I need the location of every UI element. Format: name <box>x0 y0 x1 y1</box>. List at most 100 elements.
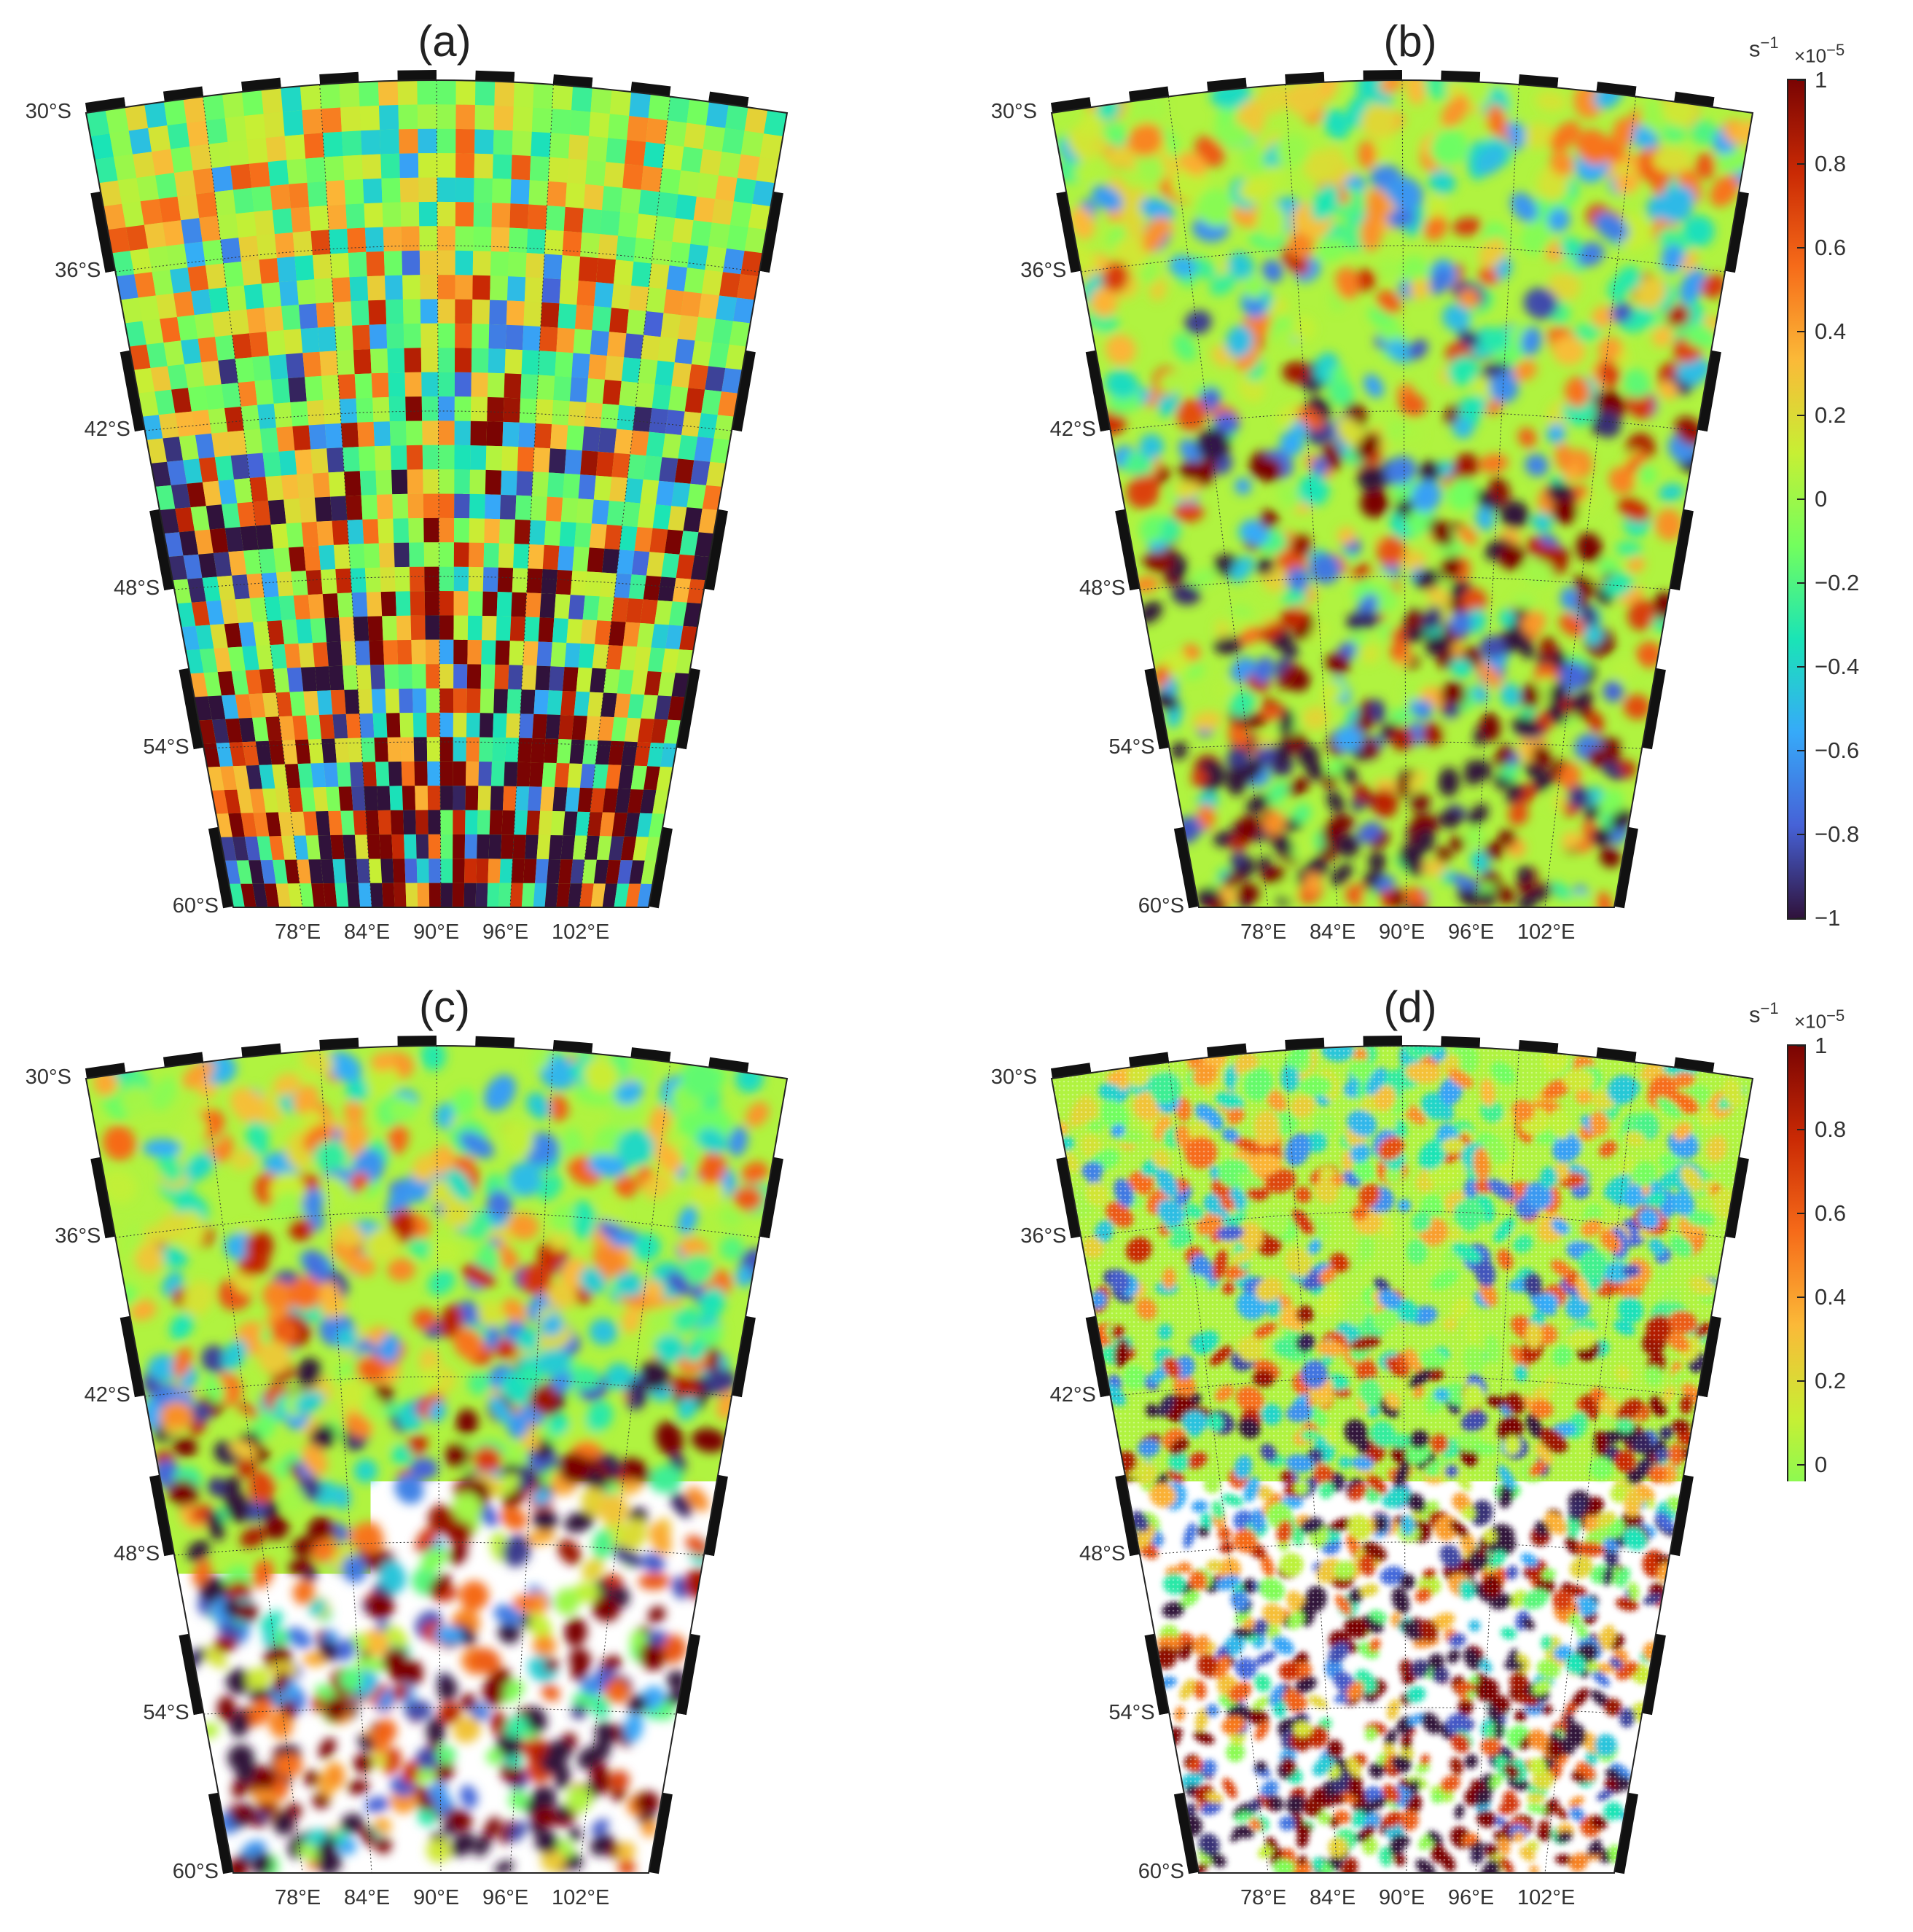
lat-label: 60°S <box>124 1860 219 1884</box>
lat-label: 42°S <box>1001 1383 1096 1407</box>
map-b <box>966 0 1913 962</box>
colorbar-tick-label: −0.2 <box>1815 1536 1859 1562</box>
lon-label: 102°E <box>552 920 609 945</box>
lon-label: 78°E <box>1240 920 1286 945</box>
colorbar-tickmark <box>1797 1799 1804 1801</box>
colorbar-tickmark <box>1797 750 1804 751</box>
lat-label: 30°S <box>0 100 71 124</box>
colorbar-tickmark <box>1797 1464 1804 1466</box>
map-d <box>966 966 1913 1928</box>
lat-label: 54°S <box>95 1701 189 1725</box>
colorbar-tickmark <box>1797 918 1804 919</box>
lat-label: 36°S <box>6 259 101 283</box>
colorbar-tickmark <box>1797 1045 1804 1047</box>
lon-label: 96°E <box>482 1886 528 1910</box>
colorbar-tick-label: 0.8 <box>1815 1116 1846 1143</box>
lat-label: 30°S <box>942 100 1037 124</box>
lon-label: 90°E <box>1379 920 1425 945</box>
lat-label: 48°S <box>65 576 160 601</box>
lat-label: 60°S <box>1089 894 1184 918</box>
lat-label: 54°S <box>1060 735 1155 759</box>
lon-label: 90°E <box>413 1886 459 1910</box>
lat-label: 54°S <box>1060 1701 1155 1725</box>
colorbar-tick-label: −0.6 <box>1815 738 1859 764</box>
colorbar-tickmark <box>1797 331 1804 332</box>
lon-label: 102°E <box>552 1886 609 1910</box>
map-field <box>1052 55 1767 920</box>
lon-label: 90°E <box>1379 1886 1425 1910</box>
colorbar-multiplier: ×10−5 <box>1794 1006 1844 1033</box>
colorbar-unit: s−1 <box>1749 999 1779 1028</box>
colorbar-tick-label: −0.8 <box>1815 821 1859 848</box>
panel-d: (d) 30°S 36°S 42°S 48°S 54°S 60°S 78°E 84°E 90°E… <box>966 966 1913 1928</box>
colorbar-unit-base: s <box>1749 36 1761 61</box>
panel-b: (b) 30°S 36°S 42°S 48°S 54°S 60°S 78°E 84°E 90°E… <box>966 0 1913 962</box>
colorbar-tick-label: 0 <box>1815 486 1827 512</box>
colorbar-tickmark <box>1797 498 1804 500</box>
map-field <box>86 1040 787 1883</box>
colorbar-tick-label: 1 <box>1815 1033 1827 1059</box>
colorbar-tick-label: 0 <box>1815 1452 1827 1478</box>
colorbar-tick-label: −1 <box>1815 1871 1840 1897</box>
colorbar-tick-label: −1 <box>1815 905 1840 931</box>
lon-label: 84°E <box>1310 920 1355 945</box>
lat-label: 60°S <box>124 894 219 918</box>
colorbar-multiplier-exp: −5 <box>1826 1006 1844 1025</box>
lat-label: 48°S <box>65 1542 160 1566</box>
colorbar-tick-label: −0.4 <box>1815 1619 1859 1646</box>
colorbar-tick-label: 0.2 <box>1815 402 1846 429</box>
lat-label: 54°S <box>95 735 189 759</box>
colorbar-tick-label: 0.6 <box>1815 235 1846 261</box>
colorbar-tickmark <box>1797 163 1804 165</box>
lon-label: 90°E <box>413 920 459 945</box>
colorbar-tickmark <box>1797 1380 1804 1382</box>
panel-c: (c) 30°S 36°S 42°S 48°S 54°S 60°S 78°E 84°E 90°E… <box>0 966 947 1928</box>
lat-label: 48°S <box>1030 1542 1125 1566</box>
lon-label: 96°E <box>1448 920 1494 945</box>
colorbar-tickmark <box>1797 415 1804 416</box>
colorbar-tickmark <box>1797 1632 1804 1633</box>
colorbar-tickmark <box>1797 1129 1804 1130</box>
lat-label: 36°S <box>971 259 1066 283</box>
lon-label: 96°E <box>482 920 528 945</box>
colorbar-tickmark <box>1797 79 1804 81</box>
lat-label: 42°S <box>36 1383 130 1407</box>
colorbar-tickmark <box>1797 1213 1804 1214</box>
lat-label: 30°S <box>0 1065 71 1090</box>
colorbar-tick-label: −0.8 <box>1815 1787 1859 1813</box>
lon-label: 102°E <box>1517 920 1575 945</box>
map-field <box>1052 1030 1758 1885</box>
colorbar-multiplier-exp: −5 <box>1826 41 1844 59</box>
colorbar-tick-label: −0.2 <box>1815 570 1859 596</box>
colorbar-multiplier: ×10−5 <box>1794 41 1844 68</box>
lat-label: 48°S <box>1030 576 1125 601</box>
map-c <box>0 966 947 1928</box>
lon-label: 96°E <box>1448 1886 1494 1910</box>
lon-label: 84°E <box>1310 1886 1355 1910</box>
colorbar-tickmark <box>1797 582 1804 584</box>
lat-label: 36°S <box>6 1224 101 1248</box>
lat-label: 42°S <box>1001 418 1096 442</box>
lat-label: 30°S <box>942 1065 1037 1090</box>
colorbar-tick-label: 0.4 <box>1815 318 1846 345</box>
lon-label: 84°E <box>344 920 390 945</box>
lat-label: 42°S <box>36 418 130 442</box>
colorbar-tick-label: −0.6 <box>1815 1703 1859 1729</box>
lon-label: 84°E <box>344 1886 390 1910</box>
map-a <box>0 0 947 962</box>
colorbar-unit-base: s <box>1749 1001 1761 1027</box>
lon-label: 78°E <box>275 920 321 945</box>
lon-label: 78°E <box>1240 1886 1286 1910</box>
colorbar-tick-label: 0.8 <box>1815 151 1846 177</box>
colorbar-unit-exp: −1 <box>1761 34 1779 52</box>
lat-label: 60°S <box>1089 1860 1184 1884</box>
colorbar-tickmark <box>1797 834 1804 835</box>
colorbar-tick-label: 0.6 <box>1815 1200 1846 1227</box>
colorbar-unit: s−1 <box>1749 34 1779 62</box>
colorbar-unit-exp: −1 <box>1761 999 1779 1017</box>
colorbar-tick-label: 0.2 <box>1815 1368 1846 1394</box>
colorbar-tick-label: 1 <box>1815 67 1827 93</box>
colorbar-tickmark <box>1797 1548 1804 1549</box>
colorbar-tickmark <box>1797 1716 1804 1717</box>
panel-a: (a) 30°S 36°S 42°S 48°S 54°S 60°S 78°E 84°E 90°E… <box>0 0 947 962</box>
